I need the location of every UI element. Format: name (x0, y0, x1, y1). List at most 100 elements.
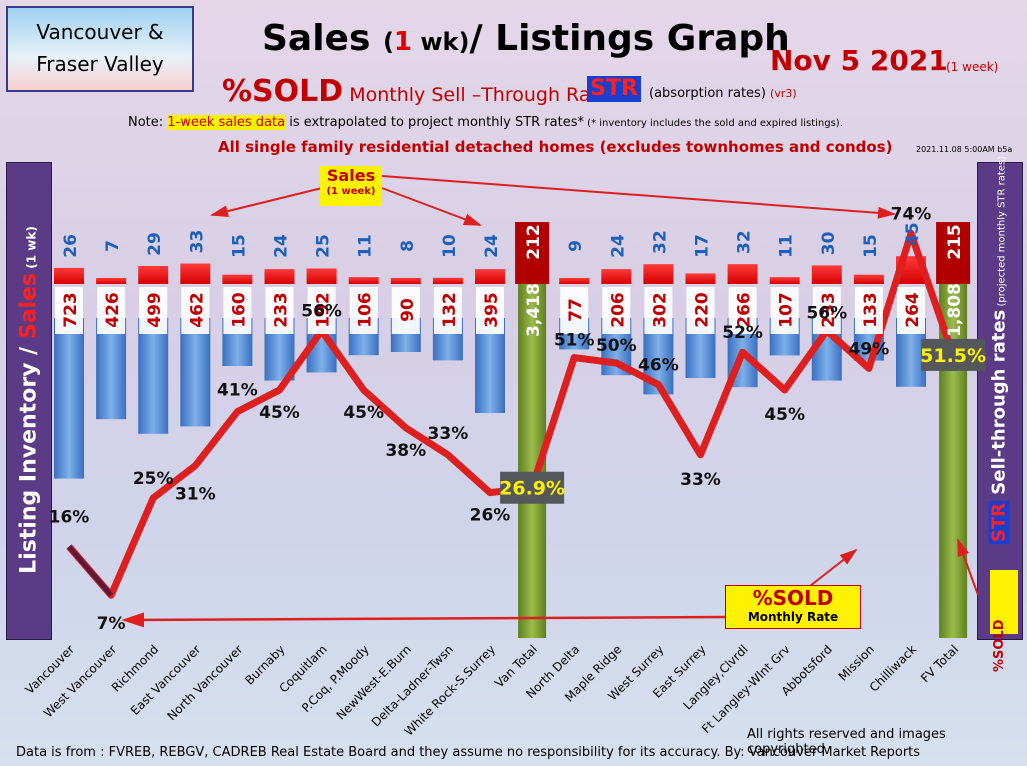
sold-label: 49% (849, 339, 890, 359)
inventory-label-box (139, 287, 168, 334)
sales-label: 17 (693, 234, 713, 258)
sales-bar (727, 264, 758, 284)
sales-label: 9 (566, 240, 586, 252)
sold-label: 7% (97, 614, 126, 634)
inventory-label-box (644, 287, 673, 334)
right-sold-badge: %SOLD (990, 570, 1018, 672)
inventory-bar (138, 318, 169, 434)
x-tick-label: FV Total (918, 642, 961, 685)
sales-label: 29 (145, 232, 165, 256)
sold-rate-line-start (67, 544, 113, 597)
sales-bar (685, 273, 716, 284)
inventory-label-box (265, 287, 294, 334)
total-sold-label: 26.9% (499, 478, 565, 500)
sold-arrow-left (121, 612, 727, 628)
inventory-label: 264 (903, 292, 923, 328)
inventory-label-box (602, 287, 631, 334)
inventory-label-box (897, 287, 925, 334)
sales-bar (390, 278, 421, 284)
sales-callout-title: Sales (326, 166, 376, 185)
source-note: Data is from : FVREB, REBGV, CADREB Real… (16, 745, 921, 760)
inventory-label: 107 (777, 292, 797, 328)
inventory-label: 302 (650, 292, 670, 328)
note-body: is extrapolated to project monthly STR r… (285, 115, 584, 130)
sales-label: 26 (61, 234, 81, 258)
inventory-label: 233 (272, 292, 292, 328)
bar-layer (54, 222, 971, 638)
sales-bar (180, 263, 211, 284)
inventory-label-box (391, 287, 420, 334)
sold-label: 41% (217, 381, 258, 401)
sales-bar (264, 269, 295, 284)
inventory-label: 266 (735, 292, 755, 328)
sales-bar (559, 278, 590, 284)
sales-bar (811, 265, 842, 284)
inventory-label-box (433, 287, 462, 334)
sales-bar (306, 268, 337, 284)
inventory-label: 426 (103, 292, 123, 328)
sales-label: 11 (356, 234, 376, 258)
x-tick-label: North Vancouver (165, 642, 246, 723)
inventory-label: 723 (61, 292, 81, 328)
inventory-label: 90 (398, 298, 418, 322)
inventory-label-box (55, 287, 83, 334)
sold-label: 45% (764, 405, 805, 425)
inventory-label-box (223, 287, 252, 334)
sold-arrow-up (809, 548, 858, 587)
inventory-label: 132 (440, 292, 460, 328)
subtitle-sold: %SOLD (222, 74, 344, 109)
sales-arrow-right (381, 175, 896, 219)
sales-label: 10 (440, 234, 460, 258)
sold-callout-sub: Monthly Rate (747, 610, 839, 624)
sold-label: 31% (175, 485, 216, 505)
x-tick-label: Delta-Ladner-Twsn (369, 642, 456, 729)
right-axis-panel (977, 162, 1023, 640)
sales-label: 11 (777, 234, 797, 258)
chart-subtitle: %SOLD Monthly Sell –Through Rates (222, 74, 620, 109)
sales-label: 215 (945, 224, 965, 260)
sales-bar (222, 274, 253, 284)
sold-label: 50% (596, 336, 637, 356)
total-sold-box (500, 471, 565, 504)
inventory-label-box (560, 287, 589, 334)
sold-label: 25% (133, 469, 174, 489)
total-sold-box (921, 338, 986, 371)
sold-label: 46% (638, 356, 679, 376)
chart-title: Sales (1 wk)/ Listings Graph (262, 18, 790, 59)
inventory-label: 206 (608, 292, 628, 328)
sales-label: 24 (608, 234, 628, 258)
sold-label: 45% (259, 403, 300, 423)
sales-label: 33 (187, 230, 207, 254)
copyright-note: All rights reserved and images copyright… (747, 727, 946, 757)
inventory-label-box (812, 287, 841, 334)
version-text: (vr3) (770, 87, 797, 100)
sales-label: 15 (229, 234, 249, 258)
inventory-label: 77 (566, 298, 586, 322)
inventory-label: 462 (187, 292, 207, 328)
report-date: Nov 5 2021 (770, 44, 948, 77)
total-sales-bar (936, 222, 971, 284)
sales-label: 212 (524, 224, 544, 260)
sales-bar (138, 266, 169, 284)
sales-callout: Sales (1 week) (320, 166, 382, 206)
sold-label: 33% (428, 424, 469, 444)
sales-bar (601, 269, 632, 284)
sales-label: 32 (650, 230, 670, 254)
inventory-label-box (181, 287, 210, 334)
absorption-text: (absorption rates) (649, 86, 766, 101)
title-wk: wk) (412, 28, 470, 56)
inventory-label: 499 (145, 292, 165, 328)
property-type-note: All single family residential detached h… (218, 138, 893, 156)
sold-callout: %SOLD Monthly Rate (725, 585, 861, 629)
sales-bar (769, 277, 800, 284)
inventory-label: 220 (693, 292, 713, 328)
inventory-label: 1,808 (945, 283, 965, 337)
inventory-label-box (728, 287, 757, 334)
x-tick-label: NewWest-E.Burn (334, 642, 414, 722)
sold-label: 38% (385, 441, 426, 461)
inventory-label: 233 (819, 292, 839, 328)
region-line-2: Fraser Valley (36, 52, 164, 76)
title-part-b: / Listings Graph (469, 18, 790, 59)
